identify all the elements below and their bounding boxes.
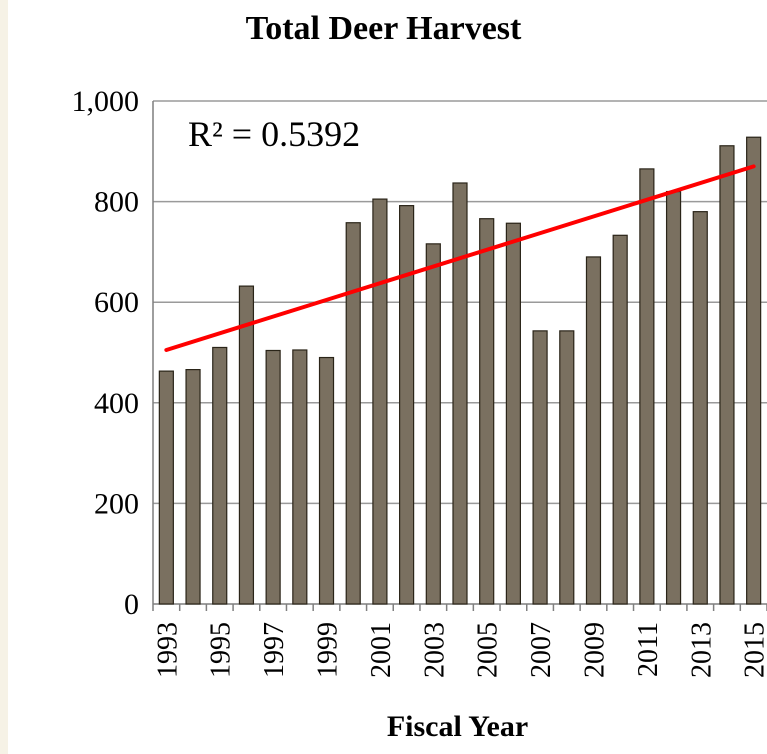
bar-1997 [265,349,281,605]
x-tick-label: 2015 [740,622,767,678]
bar-2003 [425,243,441,605]
bar-2012 [665,190,682,605]
x-tick-label: 2005 [473,622,504,678]
bar-1996 [238,285,255,605]
y-tick-label: 400 [94,387,139,420]
x-tick-label: 2013 [686,622,717,678]
bar-2001 [372,198,388,605]
x-tick-label: 1999 [313,622,344,678]
bar-1994 [185,369,201,605]
bar-2006 [505,222,521,605]
bar-2007 [532,330,548,605]
r-squared-label: R² = 0.5392 [188,114,360,154]
bar-2005 [479,218,495,605]
y-tick-label: 200 [94,487,139,520]
bar-2008 [559,330,575,605]
bar-2000 [345,222,361,605]
left-edge-strip [0,0,8,754]
y-tick-label: 600 [94,286,139,319]
bar-1998 [292,349,308,605]
x-axis-title: Fiscal Year [386,710,529,743]
x-tick-label: 2011 [633,622,664,677]
bar-2002 [399,205,415,605]
x-tick-label: 1993 [152,622,183,678]
x-tick-label: 2009 [579,622,610,678]
bar-2009 [585,256,602,605]
bar-1993 [158,370,174,605]
y-tick-label: 0 [124,588,139,621]
bar-2011 [639,168,655,605]
bar-2010 [612,234,628,605]
x-tick-label: 2007 [526,622,557,678]
trendline [164,164,756,352]
bar-2013 [692,211,708,605]
chart-title: Total Deer Harvest [245,10,522,47]
x-tick-label: 2003 [419,622,450,678]
bar-2004 [452,182,468,605]
x-tick-label: 1997 [259,622,290,678]
bar-1999 [318,356,335,605]
x-tick-label: 1995 [206,622,237,678]
bar-2015 [746,136,762,605]
bar-2014 [719,145,735,605]
x-tick-label: 2001 [366,622,397,678]
y-tick-label: 1,000 [72,85,140,118]
bar-1995 [212,346,228,605]
y-tick-label: 800 [94,186,139,219]
